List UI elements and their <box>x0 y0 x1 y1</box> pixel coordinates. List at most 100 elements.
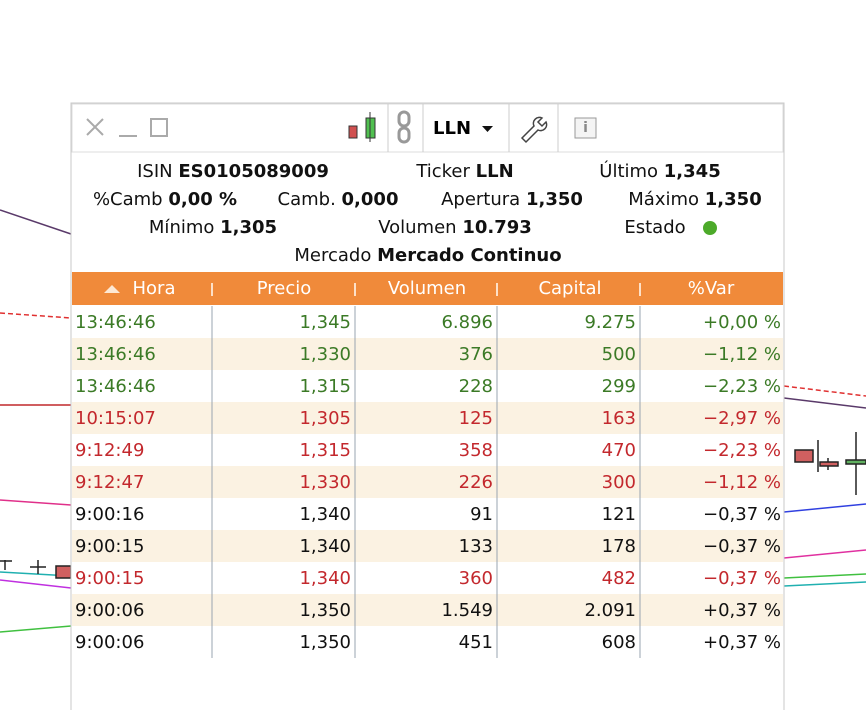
close-button[interactable] <box>86 118 104 136</box>
info-field: Mercado Mercado Continuo <box>294 245 561 266</box>
column-header[interactable]: %Var <box>688 278 735 299</box>
sort-indicator[interactable] <box>104 285 120 293</box>
table-cell: 9:00:15 <box>75 536 144 557</box>
table-cell: 1,315 <box>299 440 351 461</box>
link-icon[interactable] <box>397 110 411 144</box>
info-field: Máximo 1,350 <box>628 189 761 210</box>
table-cell: 451 <box>459 632 493 653</box>
info-value: 1,350 <box>705 189 762 210</box>
candle-icon[interactable] <box>348 112 376 142</box>
settings-icon[interactable] <box>520 116 548 144</box>
table-cell: −2,23 % <box>703 376 781 397</box>
info-label: Estado <box>624 217 685 238</box>
table-cell: +0,00 % <box>703 312 781 333</box>
table-cell: 300 <box>602 472 636 493</box>
table-cell: 482 <box>602 568 636 589</box>
table-cell: 228 <box>459 376 493 397</box>
info-value: 10.793 <box>462 217 531 238</box>
table-cell: −0,37 % <box>703 504 781 525</box>
table-row <box>72 338 783 370</box>
table-row <box>72 594 783 626</box>
info-field: Último 1,345 <box>599 160 720 182</box>
table-cell: −2,97 % <box>703 408 781 429</box>
table-cell: +0,37 % <box>703 600 781 621</box>
table-cell: 10:15:07 <box>75 408 156 429</box>
table-cell: 360 <box>459 568 493 589</box>
table-row <box>72 530 783 562</box>
column-header[interactable]: Hora <box>133 278 176 299</box>
table-cell: −1,12 % <box>703 472 781 493</box>
info-field: ISIN ES0105089009 <box>137 161 329 182</box>
table-cell: 9:12:49 <box>75 440 144 461</box>
maximize-button[interactable] <box>150 118 168 137</box>
table: Hora Precio Volumen Capital %Var 13:46:46 1,34… <box>72 278 783 658</box>
info-field: Camb. 0,000 <box>278 189 399 210</box>
table-cell: 9:00:16 <box>75 504 144 525</box>
table-cell: 2.091 <box>584 600 636 621</box>
table-cell: 608 <box>602 632 636 653</box>
table-cell: +0,37 % <box>703 632 781 653</box>
info-panel: ISIN ES0105089009 Ticker LLN Último 1,345%… <box>93 160 762 266</box>
table-row <box>72 498 783 530</box>
info-field: Ticker LLN <box>415 161 513 182</box>
info-label: Máximo <box>628 189 699 210</box>
info-icon[interactable]: i <box>574 117 597 139</box>
info-label: Apertura <box>441 189 520 210</box>
info-field: Apertura 1,350 <box>441 189 583 210</box>
table-cell: 13:46:46 <box>75 312 156 333</box>
table-row <box>72 402 783 434</box>
table-header <box>72 272 783 305</box>
window-controls <box>86 118 168 137</box>
table-cell: 376 <box>459 344 493 365</box>
info-value: ES0105089009 <box>178 161 329 182</box>
table-cell: 6.896 <box>441 312 493 333</box>
column-header[interactable]: Precio <box>257 278 312 299</box>
background-chart <box>0 209 866 633</box>
table-cell: 1,330 <box>299 472 351 493</box>
table-cell: 1,350 <box>299 600 351 621</box>
table-cell: 163 <box>602 408 636 429</box>
table-row <box>72 306 783 338</box>
dropdown-arrow[interactable] <box>482 126 493 132</box>
table-cell: 1.549 <box>441 600 493 621</box>
info-value: 1,345 <box>664 161 721 182</box>
table-row <box>72 466 783 498</box>
toolbar <box>71 103 784 153</box>
info-label: %Camb <box>93 189 163 210</box>
table-cell: 9.275 <box>584 312 636 333</box>
info-label: ISIN <box>137 161 173 182</box>
table-cell: 470 <box>602 440 636 461</box>
table-cell: 125 <box>459 408 493 429</box>
column-header[interactable]: Capital <box>538 278 601 299</box>
table-cell: 91 <box>470 504 493 525</box>
info-value: 0,000 <box>342 189 399 210</box>
table-cell: 1,340 <box>299 504 351 525</box>
info-label: Mínimo <box>149 217 215 238</box>
table-cell: 9:00:15 <box>75 568 144 589</box>
table-cell: 1,330 <box>299 344 351 365</box>
info-field: Volumen 10.793 <box>378 217 532 238</box>
table-cell: 1,345 <box>299 312 351 333</box>
table-cell: −0,37 % <box>703 568 781 589</box>
table-row <box>72 434 783 466</box>
table-cell: 133 <box>459 536 493 557</box>
column-header[interactable]: Volumen <box>388 278 466 299</box>
info-label: Último <box>599 160 658 182</box>
table-cell: 9:00:06 <box>75 632 144 653</box>
info-label: Ticker <box>415 161 470 182</box>
table-cell: 13:46:46 <box>75 344 156 365</box>
table-cell: 299 <box>602 376 636 397</box>
table-cell: 121 <box>602 504 636 525</box>
table-cell: 9:00:06 <box>75 600 144 621</box>
info-label: Volumen <box>378 217 456 238</box>
info-value: LLN <box>476 161 514 182</box>
table-cell: 1,305 <box>299 408 351 429</box>
table-row <box>72 370 783 402</box>
table-cell: −2,23 % <box>703 440 781 461</box>
info-label: Mercado <box>294 245 371 266</box>
info-field: %Camb 0,00 % <box>93 189 237 210</box>
ticker-selector[interactable]: LLN <box>433 118 471 139</box>
info-value: 1,305 <box>220 217 277 238</box>
table-row <box>72 626 783 658</box>
